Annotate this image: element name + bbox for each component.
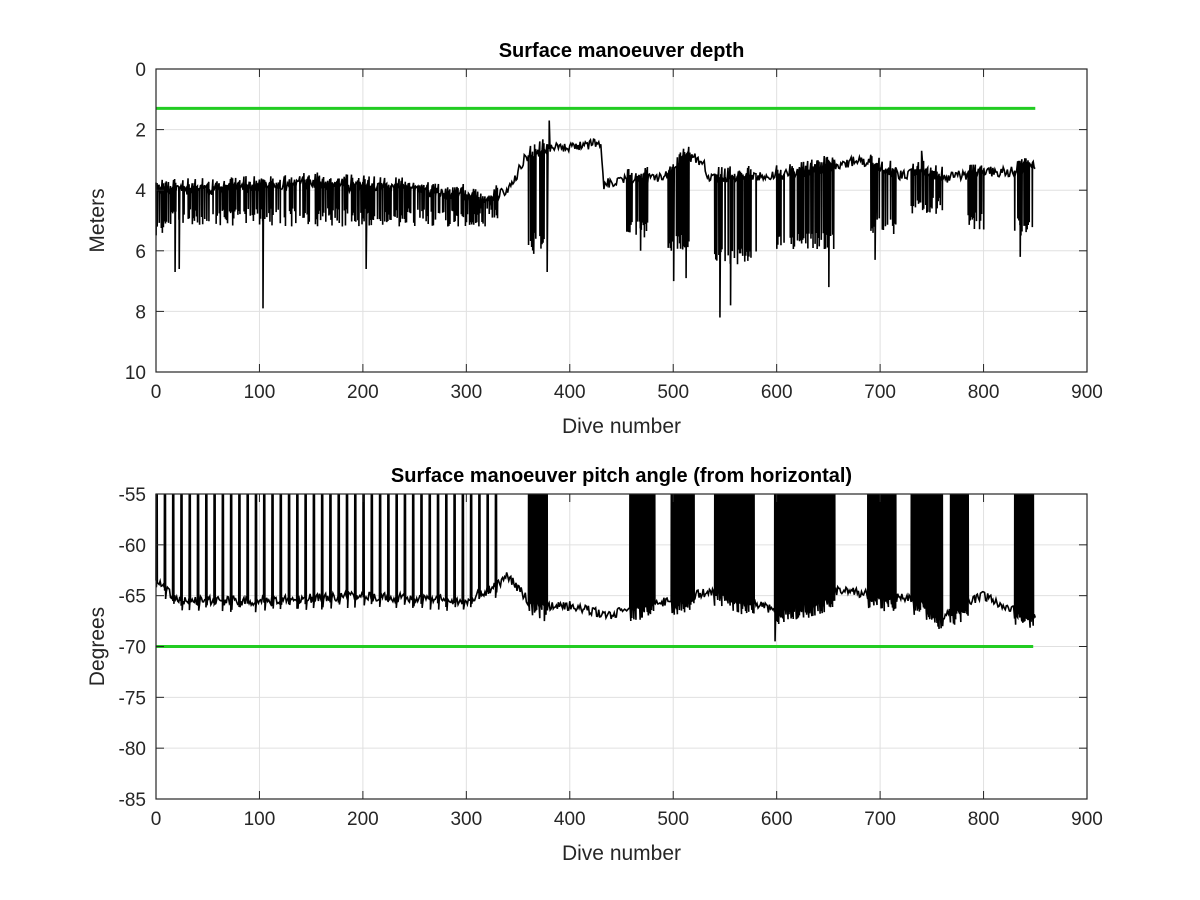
x-tick-label: 800 (968, 382, 1000, 403)
y-tick-label: 6 (135, 242, 146, 263)
x-tick-label: 100 (244, 809, 276, 830)
x-tick-label: 200 (347, 809, 379, 830)
x-tick-label: 800 (968, 809, 1000, 830)
y-axis-label: Meters (86, 188, 109, 252)
data-series-line (155, 493, 1037, 642)
x-tick-label: 700 (864, 809, 896, 830)
y-tick-label: -65 (119, 587, 146, 608)
x-tick-label: 400 (554, 809, 586, 830)
x-tick-label: 900 (1071, 809, 1103, 830)
x-tick-label: 200 (347, 382, 379, 403)
pitch-subplot: 0 100 200 300 400 500 600 700 800 900 -55 -60 -65 -70… (86, 465, 1103, 865)
y-tick-label: 8 (135, 302, 146, 323)
y-tick-label: -70 (119, 638, 146, 659)
x-axis-label: Dive number (562, 415, 681, 438)
x-tick-label: 100 (244, 382, 276, 403)
chart-title: Surface manoeuver depth (499, 40, 745, 62)
chart-title: Surface manoeuver pitch angle (from hori… (391, 465, 852, 487)
data-series-line (155, 120, 1036, 318)
x-tick-label: 0 (151, 809, 162, 830)
y-tick-label: -75 (119, 688, 146, 709)
y-tick-label: 2 (135, 121, 146, 142)
x-tick-label: 300 (450, 382, 482, 403)
x-tick-label: 300 (450, 809, 482, 830)
x-tick-label: 900 (1071, 382, 1103, 403)
axes-box (155, 68, 1088, 373)
x-axis-label: Dive number (562, 842, 681, 865)
y-tick-label: -60 (119, 536, 146, 557)
y-tick-label: 0 (135, 60, 146, 81)
y-tick-label: -80 (119, 739, 146, 760)
x-tick-label: 600 (761, 809, 793, 830)
depth-subplot: 0 100 200 300 400 500 600 700 800 900 0 2 4 6 8 10 Surfa… (86, 40, 1103, 438)
x-tick-label: 600 (761, 382, 793, 403)
y-axis-label: Degrees (86, 607, 109, 686)
x-tick-label: 500 (657, 809, 689, 830)
y-tick-label: 4 (135, 181, 146, 202)
y-tick-label: -85 (119, 790, 146, 811)
x-tick-label: 400 (554, 382, 586, 403)
x-tick-label: 500 (657, 382, 689, 403)
y-tick-label: 10 (125, 363, 146, 384)
y-tick-label: -55 (119, 485, 146, 506)
x-tick-label: 700 (864, 382, 896, 403)
plot-area (156, 69, 1087, 372)
x-tick-label: 0 (151, 382, 162, 403)
